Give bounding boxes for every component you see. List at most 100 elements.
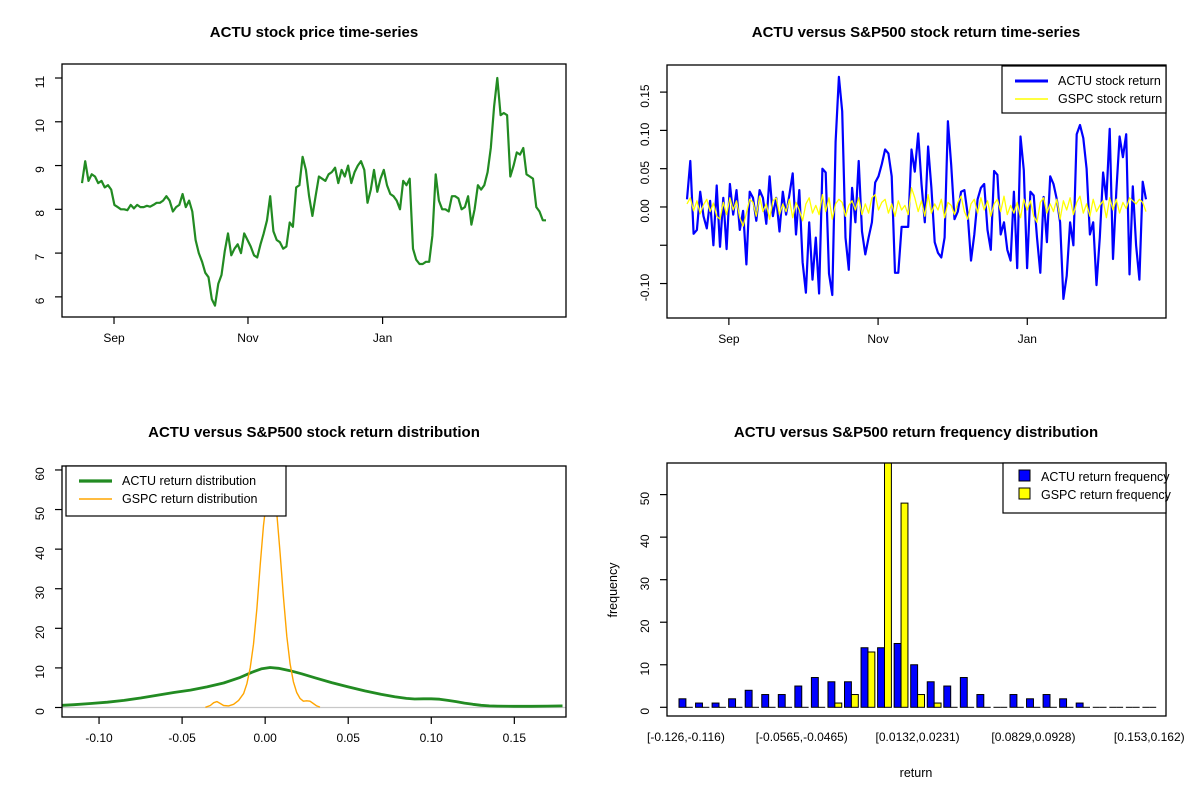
gspc-freq-bar	[917, 694, 926, 708]
gspc-freq-bar	[867, 651, 876, 708]
actu-freq-bar	[976, 694, 985, 708]
return-time-series-chart: ACTU versus S&P500 stock return time-ser…	[638, 24, 1167, 346]
bin-tick-label: [0.0132,0.0231)	[876, 730, 960, 744]
actu-freq-bar	[678, 698, 687, 708]
legend-box	[65, 465, 287, 517]
gspc-freq-bar	[834, 702, 843, 708]
legend-swatch	[1018, 469, 1031, 482]
x-tick-label: 0.00	[253, 731, 277, 745]
actu-freq-bar	[744, 689, 753, 708]
actu-freq-bar	[695, 702, 703, 708]
y-tick-label: 0	[33, 708, 47, 715]
legend-swatch	[1018, 487, 1031, 500]
actu-freq-bar	[877, 647, 886, 708]
plot-border	[666, 64, 1167, 319]
x-tick-label: -0.05	[168, 731, 196, 745]
y-tick-label: 0.00	[638, 199, 652, 223]
bin-tick-label: [0.153,0.162)	[1114, 730, 1185, 744]
y-tick-label: 40	[638, 534, 652, 548]
x-tick-label: Sep	[718, 332, 740, 346]
legend-label: ACTU return frequency	[1041, 470, 1170, 484]
price-time-series-chart: ACTU stock price time-series 6 7 8 9 10 11 Sep…	[33, 24, 567, 345]
y-tick-label: 10	[638, 662, 652, 676]
y-tick-label: 40	[33, 546, 47, 560]
actu-freq-bar	[1075, 702, 1084, 708]
actu-freq-bar	[711, 702, 720, 708]
actu-freq-bar	[926, 681, 935, 708]
actu-freq-bar	[943, 685, 952, 708]
y-tick-label: 0.15	[638, 84, 652, 108]
x-tick-label: 0.15	[503, 731, 527, 745]
gspc-freq-bar	[900, 502, 909, 708]
actu-freq-bar	[728, 698, 737, 708]
y-tick-label: 8	[33, 210, 47, 217]
actu-freq-bar	[893, 642, 902, 708]
legend-label: GSPC stock return	[1058, 92, 1162, 106]
x-tick-label: Jan	[1018, 332, 1037, 346]
return-frequency-chart: ACTU versus S&P500 return frequency dist…	[606, 424, 1185, 780]
return-density-chart: ACTU versus S&P500 stock return distribu…	[33, 424, 567, 745]
y-tick-label: 6	[33, 297, 47, 304]
bin-tick-label: [0.0829,0.0928)	[991, 730, 1075, 744]
legend-box	[1001, 65, 1167, 114]
density-chart-title: ACTU versus S&P500 stock return distribu…	[148, 424, 480, 441]
y-tick-label: 0.10	[638, 122, 652, 146]
y-tick-label: 30	[638, 577, 652, 591]
actu-freq-bar	[1026, 698, 1034, 708]
x-tick-label: Jan	[373, 331, 392, 345]
y-tick-label: 50	[33, 507, 47, 521]
legend-label: ACTU return distribution	[122, 474, 256, 488]
y-tick-label: 7	[33, 253, 47, 260]
histogram-x-axis-label: return	[900, 766, 933, 780]
bars-group	[678, 463, 1157, 708]
actu-return-line	[685, 75, 1148, 300]
price-chart-title: ACTU stock price time-series	[210, 24, 418, 41]
histogram-y-axis-label: frequency	[606, 562, 620, 618]
plot-border	[666, 462, 1167, 717]
y-tick-label: 11	[33, 75, 47, 88]
y-tick-label: 20	[638, 619, 652, 633]
x-tick-label: -0.10	[85, 731, 113, 745]
x-tick-label: Nov	[867, 332, 888, 346]
actu-freq-bar	[959, 677, 968, 708]
x-tick-label: 0.05	[337, 731, 361, 745]
y-tick-label: 60	[33, 467, 47, 481]
y-tick-label: 0	[638, 708, 652, 715]
x-tick-label: 0.10	[420, 731, 444, 745]
actu-freq-bar	[810, 677, 819, 708]
y-tick-label: 20	[33, 625, 47, 639]
actu-freq-bar	[1042, 694, 1051, 708]
actu-freq-bar	[761, 694, 770, 708]
actu-freq-bar	[844, 681, 852, 708]
gspc-freq-bar	[850, 694, 859, 708]
legend-label: ACTU stock return	[1058, 74, 1161, 88]
gspc-freq-bar	[933, 702, 942, 708]
legend-label: GSPC return frequency	[1041, 488, 1172, 502]
y-tick-label: 9	[33, 166, 47, 173]
histogram-chart-title: ACTU versus S&P500 return frequency dist…	[734, 424, 1098, 441]
x-tick-label: Nov	[237, 331, 258, 345]
actu-freq-bar	[1059, 698, 1068, 708]
actu-density-curve	[62, 666, 563, 708]
gspc-freq-bar	[884, 463, 892, 708]
actu-freq-bar	[794, 685, 803, 708]
actu-freq-bar	[1009, 694, 1018, 708]
bin-tick-label: [-0.0565,-0.0465)	[756, 730, 848, 744]
y-tick-label: 30	[33, 586, 47, 600]
return-chart-title: ACTU versus S&P500 stock return time-ser…	[752, 24, 1080, 41]
actu-freq-bar	[777, 694, 786, 708]
plot-border	[61, 465, 567, 718]
actu-freq-bar	[910, 664, 919, 708]
y-tick-label: 0.05	[638, 161, 652, 185]
price-line	[80, 76, 546, 307]
plot-border	[61, 63, 567, 318]
gspc-return-line	[686, 187, 1147, 227]
actu-freq-bar	[827, 681, 836, 708]
y-tick-label: 50	[638, 492, 652, 506]
bin-tick-label: [-0.126,-0.116)	[647, 730, 725, 744]
x-tick-label: Sep	[103, 331, 125, 345]
actu-freq-bar	[860, 647, 869, 708]
legend-label: GSPC return distribution	[122, 492, 258, 506]
y-tick-label: 10	[33, 119, 47, 133]
